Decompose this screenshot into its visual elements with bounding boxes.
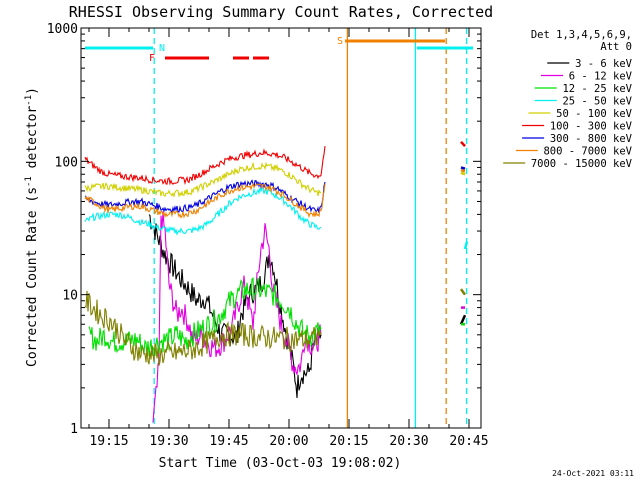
chart-title: RHESSI Observing Summary Count Rates, Co… (69, 3, 493, 21)
legend-header: Att 0 (600, 41, 632, 53)
legend-label: 50 - 100 keV (556, 108, 633, 120)
series-line (152, 211, 322, 423)
series-line-late (459, 314, 467, 325)
legend-label: 6 - 12 keV (569, 71, 633, 83)
legend-label: 800 - 7000 keV (543, 146, 632, 158)
legend-label: 25 - 50 keV (562, 96, 632, 108)
series-line-late (460, 171, 466, 176)
flag-label-night: N (159, 43, 165, 54)
legend-label: 300 - 800 keV (550, 133, 633, 145)
flag-layer: NF S (85, 28, 473, 428)
y-axis-label-part: ) (25, 87, 40, 95)
series-line-late (459, 288, 467, 296)
y-tick-label: 100 (55, 155, 78, 170)
series-layer (84, 140, 469, 423)
series-line (84, 161, 322, 198)
plot-frame (80, 27, 482, 429)
x-tick-label: 20:30 (389, 434, 428, 449)
x-tick-label: 20:00 (269, 434, 308, 449)
legend-label: 12 - 25 keV (562, 83, 632, 95)
y-tick-label: 10 (62, 289, 78, 304)
series-line-late (460, 168, 466, 173)
y-tick-label: 1000 (47, 22, 78, 37)
x-tick-label: 20:15 (329, 434, 368, 449)
x-tick-label: 19:45 (209, 434, 248, 449)
flag-label-saa: S (337, 36, 343, 47)
y-axis-label-part: -1 (24, 95, 34, 106)
series-line (84, 290, 322, 366)
y-axis-label: Corrected Count Rate (s-1 detector-1) (24, 87, 40, 367)
series-line (84, 182, 326, 219)
series-line (84, 186, 322, 236)
series-line-late (463, 241, 469, 250)
x-tick-label: 19:30 (149, 434, 188, 449)
x-tick-label: 20:45 (449, 434, 488, 449)
legend-label: 100 - 300 keV (550, 121, 633, 133)
axis-layer: 1 10 100 1000 19:15 19:30 19:45 20:00 20:15 20:30… (47, 22, 489, 449)
y-tick-label: 1 (70, 422, 78, 437)
series-line (84, 179, 326, 214)
y-axis-label-part: Corrected Count Rate (s (25, 187, 40, 367)
series-line-late (460, 140, 466, 147)
y-axis-label-part: detector (25, 106, 40, 177)
legend-header: Det 1,3,4,5,6,9, (531, 29, 632, 41)
legend-label: 3 - 6 keV (575, 58, 633, 70)
flag-label-flare: F (149, 53, 155, 64)
datestamp: 24-Oct-2021 03:11 (552, 469, 634, 478)
series-line (84, 146, 326, 186)
legend-label: 7000 - 15000 keV (531, 158, 633, 170)
series-line-late (460, 166, 466, 170)
x-tick-label: 19:15 (89, 434, 128, 449)
x-axis-label: Start Time (03-Oct-03 19:08:02) (159, 456, 402, 471)
y-axis-label-part: -1 (24, 176, 34, 187)
